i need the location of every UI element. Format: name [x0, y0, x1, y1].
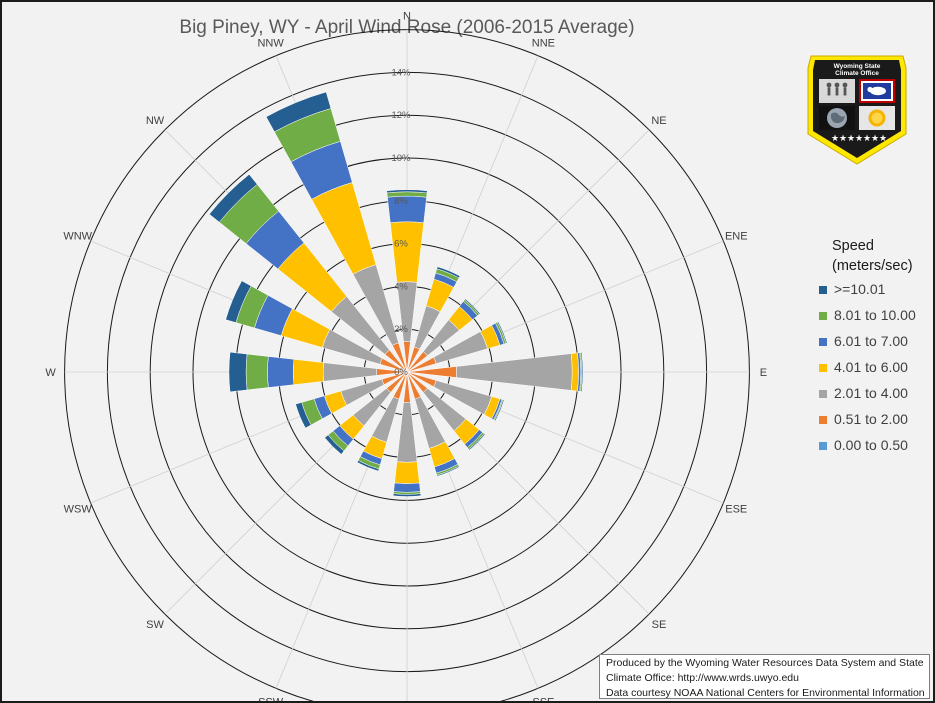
direction-label-ssw: SSW	[258, 696, 284, 701]
bar-e-series-2	[456, 353, 573, 391]
direction-labels: NNNENEENEEESESESSESSSWSWWSWWWNWNWNNW	[45, 11, 767, 701]
tick-label-3: 6%	[394, 239, 408, 250]
logo-title-line-1: Wyoming State	[834, 63, 881, 70]
direction-label-nw: NW	[146, 115, 165, 127]
bar-ne-series-6	[464, 298, 481, 315]
bar-nne-series-6	[436, 266, 461, 279]
svg-text:★: ★	[831, 133, 839, 143]
bar-s-series-6	[392, 493, 422, 497]
chart-title: Big Piney, WY - April Wind Rose (2006-20…	[179, 17, 634, 38]
bar-w-series-6	[228, 351, 248, 393]
direction-label-ese: ESE	[725, 503, 747, 515]
bar-nw-series-6	[208, 173, 258, 223]
svg-text:★: ★	[871, 133, 879, 143]
svg-text:★: ★	[863, 133, 871, 143]
bar-wnw-series-6	[225, 280, 252, 323]
legend-title-line-1: Speed	[832, 238, 874, 254]
bar-sw-series-6	[324, 434, 345, 455]
tick-label-7: 14%	[391, 67, 411, 78]
credits-line-3: Data courtesy NOAA National Centers for …	[606, 687, 925, 699]
legend: Speed (meters/sec) >=10.01 8.01 to 10.00 6…	[819, 238, 916, 453]
legend-label-4: 6.01 to 7.00	[834, 333, 908, 349]
direction-label-e: E	[760, 367, 767, 379]
svg-text:★: ★	[879, 133, 887, 143]
legend-label-0: 0.00 to 0.50	[834, 437, 908, 453]
direction-label-ne: NE	[651, 115, 666, 127]
legend-swatch-0	[819, 442, 827, 450]
bar-se-series-6	[468, 433, 486, 451]
bar-e-series-3	[570, 352, 579, 392]
tick-label-4: 8%	[394, 196, 408, 207]
logo-title-line-2: Climate Office	[835, 70, 879, 77]
tick-label-5: 10%	[391, 153, 411, 164]
legend-swatch-6	[819, 286, 827, 294]
bar-n-series-6	[386, 189, 428, 194]
bar-s-series-3	[394, 461, 420, 484]
bar-e-series-6	[580, 352, 584, 392]
direction-label-wsw: WSW	[64, 503, 93, 515]
legend-label-5: 8.01 to 10.00	[834, 307, 916, 323]
bar-w-series-3	[292, 359, 324, 385]
climate-office-logo: Wyoming State Climate Office ★ ★ ★	[807, 55, 907, 165]
svg-text:★: ★	[839, 133, 847, 143]
radial-tick-labels: 0% 2% 4% 6% 8% 10% 12% 14%	[391, 67, 411, 378]
legend-label-1: 0.51 to 2.00	[834, 411, 908, 427]
bar-w-series-2	[322, 362, 378, 382]
tick-label-2: 4%	[394, 281, 408, 292]
legend-label-6: >=10.01	[834, 281, 886, 297]
legend-label-3: 4.01 to 6.00	[834, 359, 908, 375]
legend-swatch-2	[819, 390, 827, 398]
bar-sse-series-6	[436, 465, 460, 477]
tick-label-1: 2%	[394, 324, 408, 335]
tick-label-6: 12%	[391, 110, 411, 121]
direction-label-sse: SSE	[532, 696, 554, 701]
bar-s-series-4	[393, 482, 421, 493]
logo-people-icon	[826, 82, 848, 96]
direction-label-w: W	[45, 367, 56, 379]
bar-wsw-series-6	[295, 402, 312, 429]
direction-label-nne: NNE	[532, 38, 555, 50]
direction-label-se: SE	[652, 619, 667, 631]
wind-bars	[208, 91, 584, 497]
direction-label-n: N	[403, 11, 411, 23]
bar-n-series-3	[389, 221, 425, 283]
tick-label-0: 0%	[394, 367, 408, 378]
stars-icon: ★ ★ ★ ★ ★ ★ ★	[831, 133, 887, 143]
legend-title-line-2: (meters/sec)	[832, 258, 913, 274]
credits-box: Produced by the Wyoming Water Resources …	[599, 654, 930, 699]
bar-nnw-series-6	[265, 91, 332, 133]
direction-label-ene: ENE	[725, 231, 748, 243]
bar-w-series-5	[245, 353, 269, 391]
direction-label-wnw: WNW	[63, 231, 92, 243]
legend-swatch-3	[819, 364, 827, 372]
legend-swatch-5	[819, 312, 827, 320]
bar-ene-series-6	[496, 321, 508, 344]
direction-label-sw: SW	[146, 619, 164, 631]
credits-line-2: Climate Office: http://www.wrds.uwyo.edu	[606, 672, 799, 684]
legend-swatch-4	[819, 338, 827, 346]
direction-label-nnw: NNW	[257, 38, 284, 50]
bar-s-series-2	[396, 401, 418, 463]
legend-label-2: 2.01 to 4.00	[834, 385, 908, 401]
svg-text:★: ★	[847, 133, 855, 143]
svg-text:★: ★	[855, 133, 863, 143]
bar-w-series-4	[267, 356, 295, 388]
credits-line-1: Produced by the Wyoming Water Resources …	[606, 657, 924, 669]
bar-ese-series-6	[494, 399, 505, 422]
bar-ssw-series-6	[356, 460, 380, 472]
legend-swatch-1	[819, 416, 827, 424]
bison-icon	[867, 86, 886, 96]
